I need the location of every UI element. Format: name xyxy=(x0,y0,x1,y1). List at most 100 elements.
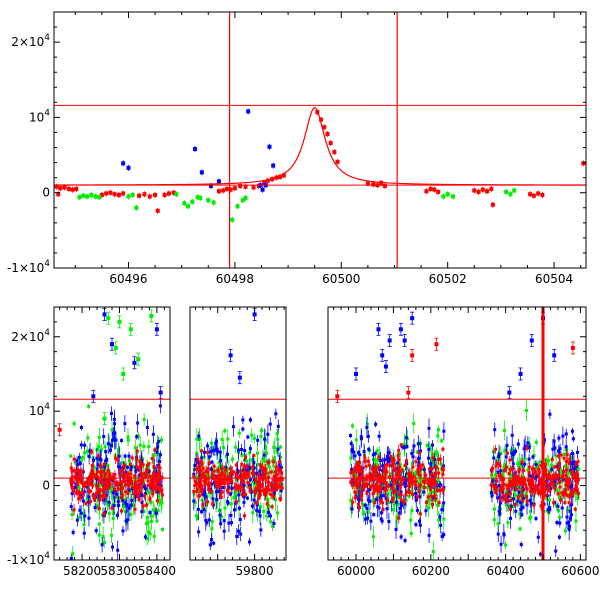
data-point-green xyxy=(155,519,159,523)
data-point-red xyxy=(416,495,420,499)
data-point-red xyxy=(360,487,364,491)
data-point-blue xyxy=(366,498,370,502)
data-point-red xyxy=(379,479,383,483)
data-point-blue xyxy=(130,499,134,503)
data-point-red xyxy=(357,481,361,485)
data-point-red xyxy=(199,477,203,481)
data-point-blue xyxy=(225,452,229,456)
data-point-red xyxy=(575,471,579,475)
data-point-red xyxy=(495,479,499,483)
data-point-green xyxy=(210,519,214,523)
data-point-red xyxy=(89,489,93,493)
data-point-red xyxy=(498,464,502,468)
data-point-red xyxy=(130,479,134,483)
data-point-red xyxy=(157,479,161,483)
data-point-blue xyxy=(509,516,513,520)
data-point-red xyxy=(199,469,203,473)
data-point-red xyxy=(123,464,127,468)
data-point-green xyxy=(99,448,103,452)
data-point-blue xyxy=(214,490,218,494)
data-point-red xyxy=(234,486,238,490)
data-point-red xyxy=(265,178,270,183)
data-point-red xyxy=(507,472,511,476)
data-point-blue xyxy=(240,447,244,451)
data-point-blue xyxy=(534,517,538,521)
data-point-red xyxy=(74,469,78,473)
data-point-red xyxy=(108,484,112,488)
data-point-red xyxy=(155,499,159,503)
data-point-red xyxy=(108,190,113,195)
data-point-red xyxy=(559,498,563,502)
data-point-red xyxy=(66,186,71,191)
data-point-blue xyxy=(246,469,250,473)
full-lightcurve-panel: 58200 58300 58400 59800 60000 60200 60400 60600… xyxy=(7,306,599,578)
data-point-red xyxy=(543,483,547,487)
data-point-red xyxy=(160,493,164,497)
data-point-red xyxy=(252,471,256,475)
data-point-red xyxy=(529,489,533,493)
data-point-red xyxy=(352,474,356,478)
data-point-red xyxy=(131,485,135,489)
data-point-blue xyxy=(208,543,212,547)
data-point-red xyxy=(272,474,276,478)
data-point-blue xyxy=(561,477,565,481)
data-point-red xyxy=(158,488,162,492)
data-point-blue xyxy=(523,462,527,466)
data-point-red xyxy=(228,187,233,192)
data-point-blue xyxy=(519,500,523,504)
data-point-red xyxy=(532,503,536,507)
data-point-red xyxy=(239,477,243,481)
data-point-blue xyxy=(359,437,363,441)
data-point-red xyxy=(517,468,521,472)
data-point-red xyxy=(539,490,543,494)
data-point-green xyxy=(404,498,408,502)
data-point-green xyxy=(98,483,102,487)
data-point-blue xyxy=(521,505,525,509)
data-point-red xyxy=(366,459,370,463)
data-point-red xyxy=(258,492,262,496)
data-point-red xyxy=(254,479,258,483)
data-point-blue xyxy=(570,513,574,517)
data-point-blue xyxy=(102,435,106,439)
zoom-panel: 60496 60498 60500 60502 60504 2×104 104 0 -1×104 xyxy=(7,11,587,286)
data-point-red xyxy=(564,473,568,477)
data-point-red xyxy=(437,501,441,505)
data-point-blue xyxy=(94,529,98,533)
data-point-red xyxy=(280,486,284,490)
data-point-red xyxy=(126,491,130,495)
data-point-green xyxy=(78,480,82,484)
data-point-red xyxy=(89,481,93,485)
data-point-green xyxy=(126,194,131,199)
data-point-red xyxy=(351,500,355,504)
data-point-red xyxy=(115,458,119,462)
data-point-green xyxy=(157,498,161,502)
data-point-green xyxy=(153,468,157,472)
data-point-red xyxy=(569,489,573,493)
data-point-green xyxy=(430,453,434,457)
data-point-red xyxy=(508,458,512,462)
data-point-green xyxy=(83,451,87,455)
data-point-red xyxy=(162,192,167,197)
data-point-green xyxy=(492,507,496,511)
data-point-green xyxy=(275,449,279,453)
data-point-green xyxy=(217,509,221,513)
data-point-red xyxy=(404,459,408,463)
data-point-red xyxy=(88,500,92,504)
data-point-blue xyxy=(96,463,100,467)
data-point-green xyxy=(566,508,570,512)
data-point-red xyxy=(97,506,101,510)
data-point-red xyxy=(552,482,556,486)
data-point-red xyxy=(403,463,407,467)
data-point-green xyxy=(136,434,140,438)
data-point-red xyxy=(135,449,139,453)
data-point-red xyxy=(424,189,429,194)
data-point-green xyxy=(196,516,200,520)
data-point-red xyxy=(223,474,227,478)
data-point-blue xyxy=(247,465,251,469)
data-point-red xyxy=(394,477,398,481)
data-point-green xyxy=(192,467,196,471)
data-point-red xyxy=(97,498,101,502)
data-point-green xyxy=(130,192,135,197)
data-point-red xyxy=(135,465,139,469)
data-point-green xyxy=(129,489,133,493)
